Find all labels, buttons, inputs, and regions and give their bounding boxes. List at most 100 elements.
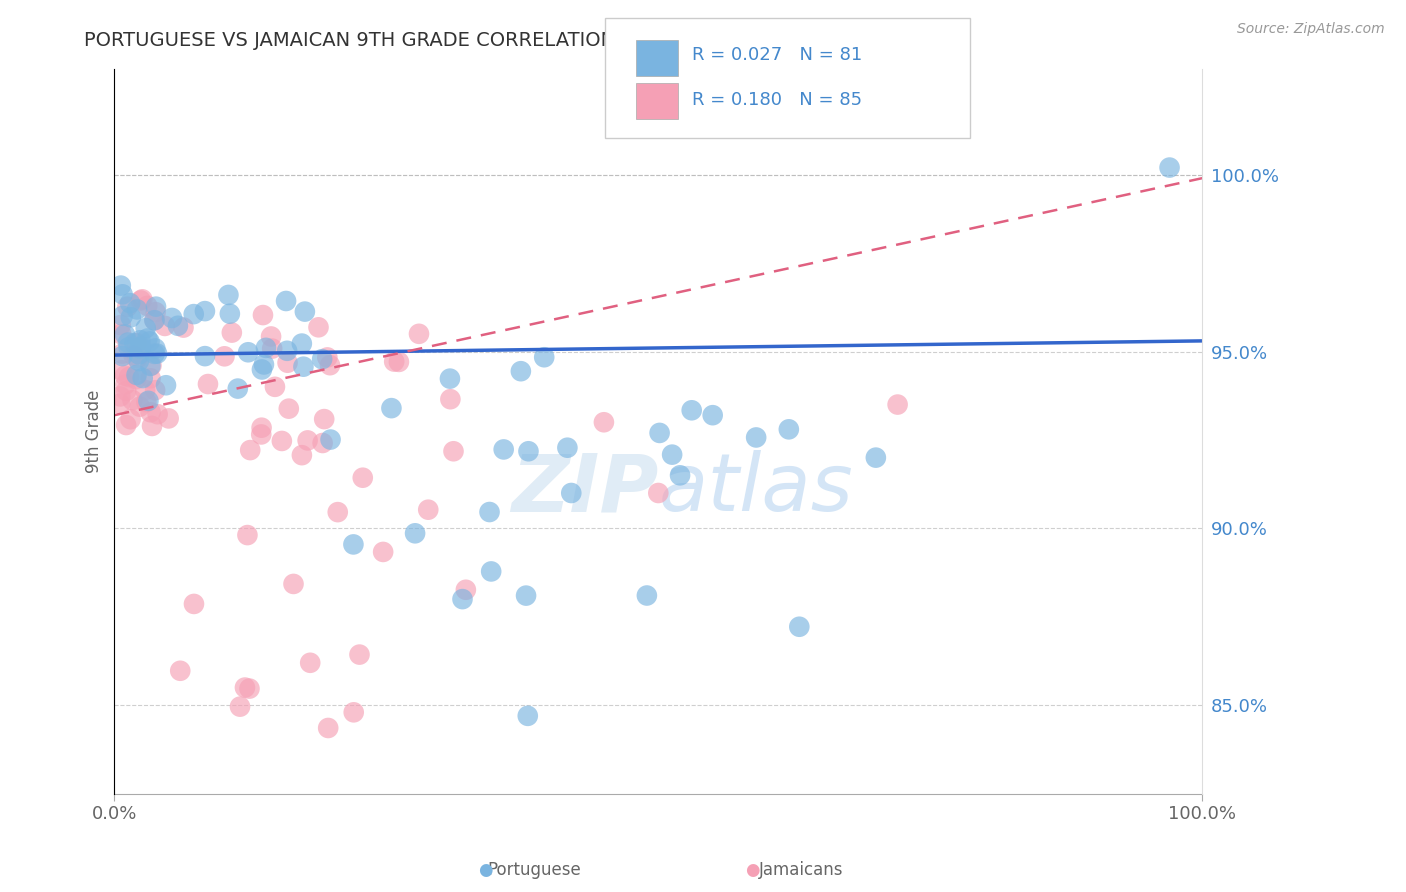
Point (194, 349, 217, 363)
Point (141, 359, 163, 373)
Point (787, 620, 810, 634)
Point (443, 444, 465, 458)
Point (515, 589, 537, 603)
Point (439, 392, 461, 407)
Text: ZIP: ZIP (510, 450, 658, 528)
Point (121, 393, 143, 408)
Point (197, 377, 219, 392)
Point (283, 577, 305, 591)
Point (138, 334, 160, 349)
Point (233, 681, 256, 695)
Point (129, 340, 152, 354)
Point (157, 411, 180, 425)
Text: PORTUGUESE VS JAMAICAN 9TH GRADE CORRELATION CHART: PORTUGUESE VS JAMAICAN 9TH GRADE CORRELA… (84, 31, 688, 50)
Point (451, 592, 474, 607)
Point (132, 371, 155, 385)
Point (294, 304, 316, 318)
Point (236, 528, 259, 542)
Point (183, 597, 205, 611)
Point (114, 327, 136, 342)
Point (139, 405, 162, 419)
Point (297, 434, 319, 448)
Point (146, 407, 169, 421)
Point (380, 401, 402, 416)
Point (636, 589, 658, 603)
Point (292, 359, 315, 374)
Point (138, 393, 160, 408)
Point (108, 397, 131, 411)
Text: atlas: atlas (658, 450, 853, 528)
Point (352, 471, 374, 485)
Point (169, 664, 191, 678)
Point (118, 370, 141, 384)
Point (226, 382, 249, 396)
Point (277, 401, 299, 416)
Point (136, 299, 159, 313)
Point (262, 342, 284, 356)
Point (560, 486, 582, 500)
Point (120, 310, 142, 325)
Point (139, 371, 162, 385)
Point (145, 305, 167, 319)
Point (316, 351, 339, 365)
Point (404, 526, 426, 541)
Point (135, 321, 157, 335)
Point (250, 420, 273, 434)
Point (479, 565, 502, 579)
Point (388, 355, 411, 369)
Point (143, 383, 166, 397)
Point (1159, 161, 1181, 175)
Point (276, 343, 298, 358)
Point (865, 450, 887, 465)
Point (373, 545, 395, 559)
Point (478, 505, 501, 519)
Point (264, 380, 287, 394)
Point (408, 326, 430, 341)
Point (111, 287, 134, 301)
Point (122, 349, 145, 363)
Point (115, 417, 138, 432)
Point (167, 318, 190, 333)
Point (111, 349, 134, 363)
Point (702, 408, 724, 422)
Point (143, 347, 166, 361)
Point (143, 313, 166, 327)
Point (141, 419, 163, 434)
Point (110, 318, 132, 332)
Point (593, 415, 616, 429)
Text: ●: ● (478, 861, 492, 879)
Point (125, 336, 148, 351)
Point (136, 332, 159, 346)
Point (117, 335, 139, 350)
Point (253, 358, 276, 372)
Point (254, 341, 277, 355)
Point (218, 307, 240, 321)
Point (252, 308, 274, 322)
Point (277, 356, 299, 370)
Point (120, 296, 142, 310)
Point (311, 352, 333, 367)
Point (129, 333, 152, 347)
Point (250, 362, 273, 376)
Point (115, 384, 138, 398)
Point (214, 349, 236, 363)
Point (229, 699, 252, 714)
Point (128, 341, 150, 355)
Point (139, 359, 162, 373)
Point (143, 342, 166, 356)
Point (110, 327, 132, 342)
Point (127, 351, 149, 366)
Point (343, 706, 366, 720)
Point (134, 383, 156, 397)
Point (217, 288, 239, 302)
Text: Source: ZipAtlas.com: Source: ZipAtlas.com (1237, 22, 1385, 37)
Point (124, 336, 146, 351)
Y-axis label: 9th Grade: 9th Grade (86, 390, 103, 473)
Point (117, 340, 139, 354)
Text: ●: ● (745, 861, 759, 879)
Point (129, 293, 152, 308)
Text: R = 0.027   N = 81: R = 0.027 N = 81 (692, 46, 862, 64)
Point (299, 656, 322, 670)
Point (125, 368, 148, 382)
Point (308, 320, 330, 334)
